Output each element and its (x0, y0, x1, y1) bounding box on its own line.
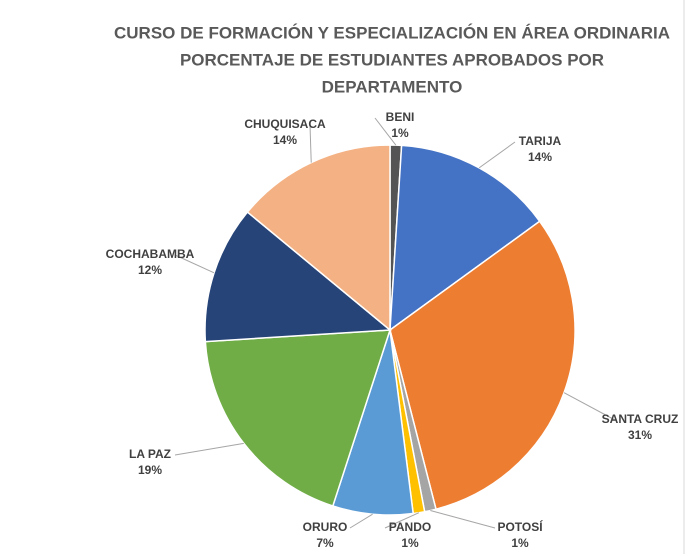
leader-line (349, 513, 373, 529)
data-label-name: LA PAZ (129, 447, 171, 461)
data-label-value: 7% (316, 536, 334, 550)
data-label-value: 14% (528, 150, 552, 164)
leader-line (309, 124, 312, 163)
chart-title: PORCENTAJE DE ESTUDIANTES APROBADOS POR (180, 50, 604, 69)
data-label-value: 1% (391, 126, 409, 140)
data-label-value: 19% (138, 463, 162, 477)
data-label-value: 12% (138, 263, 162, 277)
data-label-name: SANTA CRUZ (602, 412, 679, 426)
data-label-value: 14% (273, 133, 297, 147)
leader-line (478, 141, 516, 169)
data-label-name: CHUQUISACA (244, 117, 326, 131)
leader-line (430, 510, 496, 529)
data-label-value: 1% (511, 536, 529, 550)
pie-slice (246, 144, 391, 332)
pie-slice (204, 329, 392, 507)
data-label-value: 1% (401, 536, 419, 550)
pie-slice (204, 211, 392, 343)
pie-slice (389, 220, 576, 511)
leader-line (174, 254, 215, 274)
data-label-name: POTOSÍ (497, 519, 543, 534)
chart-title: CURSO DE FORMACIÓN Y ESPECIALIZACIÓN EN … (114, 23, 670, 42)
data-label-name: PANDO (389, 520, 431, 534)
leader-line (374, 117, 397, 146)
leader-line (174, 442, 244, 456)
data-label-name: COCHABAMBA (106, 247, 195, 261)
pie-slice (389, 144, 541, 332)
data-label-value: 31% (628, 428, 652, 442)
data-label-name: ORURO (303, 520, 348, 534)
leader-line (563, 392, 616, 421)
leader-line (384, 512, 420, 529)
data-label-name: BENI (386, 110, 415, 124)
chart-title: DEPARTAMENTO (322, 77, 463, 96)
data-label-name: TARIJA (519, 134, 562, 148)
